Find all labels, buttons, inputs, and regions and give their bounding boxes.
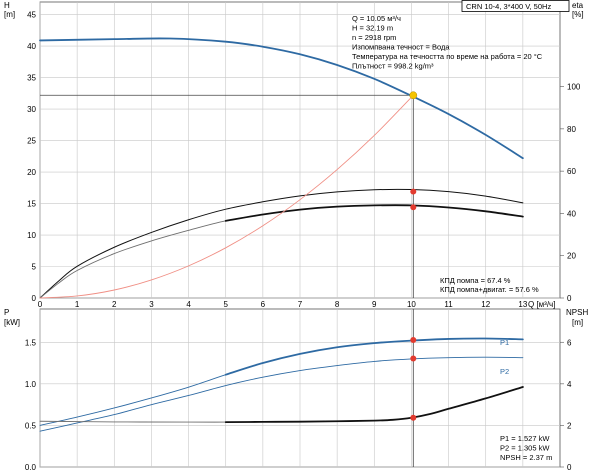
bottom-series-0 xyxy=(39,338,524,426)
bottom-y-tick-3: 1.5 xyxy=(25,338,37,347)
bottom-y-tick-2: 1.0 xyxy=(25,380,37,389)
bottom-y-label: P xyxy=(4,308,9,317)
bottom-series-4 xyxy=(224,386,524,423)
info-total-eff: КПД помпа+двигат. = 57.6 % xyxy=(440,285,539,294)
bottom-y2-unit: [m] xyxy=(572,318,583,327)
bottom-marker-1 xyxy=(410,355,417,362)
top-y2-unit: [%] xyxy=(572,10,584,19)
top-y-tick-2: 10 xyxy=(27,231,36,240)
info-pump-eff: КПД помпа = 67.4 % xyxy=(440,276,511,285)
top-x-tick-1: 1 xyxy=(75,300,80,309)
top-y-tick-1: 5 xyxy=(32,263,37,272)
top-marker-2 xyxy=(410,204,417,211)
top-y-tick-7: 35 xyxy=(27,74,36,83)
tick-labels-layer: 0 1 2 3 4 5 6 7 8 9 10 11 12 130510152025303540450204… xyxy=(25,11,581,472)
top-y2-tick-2: 40 xyxy=(567,209,576,218)
top-x-tick-2: 2 xyxy=(112,300,117,309)
series-label-p1: P1 xyxy=(500,338,509,347)
markers-layer xyxy=(409,91,418,421)
bottom-y2-tick-1: 2 xyxy=(567,421,572,430)
top-y2-tick-3: 60 xyxy=(567,167,576,176)
bottom-marker-0 xyxy=(410,337,417,344)
info-liquid: Изпомпвана течност = Вода xyxy=(352,43,450,52)
bottom-y2-tick-3: 6 xyxy=(567,338,572,347)
top-x-tick-7: 7 xyxy=(298,300,303,309)
top-y-tick-9: 45 xyxy=(27,11,36,20)
top-series-0 xyxy=(39,37,524,160)
top-x-tick-11: 11 xyxy=(444,300,453,309)
top-x-tick-9: 9 xyxy=(372,300,377,309)
top-x-tick-3: 3 xyxy=(149,300,154,309)
top-y2-tick-1: 20 xyxy=(567,252,576,261)
info-flow: Q = 10.05 м³/ч xyxy=(352,14,401,23)
bottom-series-1 xyxy=(224,337,524,376)
bottom-series-3 xyxy=(39,386,524,423)
bottom-series-2 xyxy=(39,356,524,432)
top-x-tick-8: 8 xyxy=(335,300,340,309)
model-label: CRN 10-4, 3*400 V, 50Hz xyxy=(466,2,551,11)
info-p1: P1 = 1.527 kW xyxy=(500,434,550,443)
top-y-tick-0: 0 xyxy=(32,294,37,303)
info-temperature: Температура на течността по време на раб… xyxy=(352,52,543,61)
top-y-tick-6: 30 xyxy=(27,105,36,114)
series-label-p2: P2 xyxy=(500,367,509,376)
top-y-unit: [m] xyxy=(4,10,15,19)
top-y-label: H xyxy=(4,1,10,10)
bottom-y2-label: NPSH xyxy=(566,308,588,317)
bottom-marker-2 xyxy=(410,414,417,421)
top-series-3 xyxy=(224,204,524,222)
top-x-tick-4: 4 xyxy=(186,300,191,309)
top-x-tick-13: 13 xyxy=(518,300,527,309)
info-speed: n = 2918 rpm xyxy=(352,33,396,42)
bottom-y-tick-0: 0.0 xyxy=(25,463,37,472)
top-y2-tick-4: 80 xyxy=(567,125,576,134)
bottom-y-tick-1: 0.5 xyxy=(25,421,37,430)
top-y-tick-8: 40 xyxy=(27,42,36,51)
top-y2-label: eta xyxy=(572,1,584,10)
bottom-y2-tick-2: 4 xyxy=(567,380,572,389)
top-marker-1 xyxy=(410,188,417,195)
top-marker-0 xyxy=(409,91,418,100)
bottom-y2-tick-0: 0 xyxy=(567,463,572,472)
top-y-tick-3: 15 xyxy=(27,200,36,209)
top-series-1 xyxy=(39,188,524,299)
top-series-4 xyxy=(39,94,414,299)
top-x-tick-5: 5 xyxy=(223,300,228,309)
top-x-tick-10: 10 xyxy=(407,300,416,309)
top-x-tick-12: 12 xyxy=(481,300,490,309)
top-x-tick-6: 6 xyxy=(261,300,266,309)
info-head: H = 32.19 m xyxy=(352,24,393,33)
info-npsh: NPSH = 2.37 m xyxy=(500,453,552,462)
bottom-y-unit: [kW] xyxy=(4,318,20,327)
top-x-tick-0: 0 xyxy=(38,300,43,309)
top-y-tick-4: 20 xyxy=(27,168,36,177)
grid-layer xyxy=(39,1,561,468)
top-y2-tick-0: 0 xyxy=(567,294,572,303)
top-y2-tick-5: 100 xyxy=(567,83,581,92)
info-density: Плътност = 998.2 kg/m³ xyxy=(352,62,434,71)
model-box xyxy=(461,0,570,12)
series-layer xyxy=(39,37,524,467)
top-y-tick-5: 25 xyxy=(27,137,36,146)
top-x-label: Q [м³/ч] xyxy=(528,300,555,309)
info-p2: P2 = 1.305 kW xyxy=(500,444,550,453)
